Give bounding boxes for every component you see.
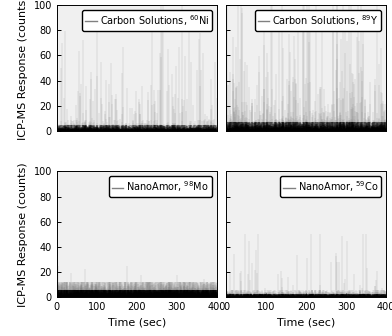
- Legend: NanoAmor, $^{59}$Co: NanoAmor, $^{59}$Co: [280, 176, 381, 197]
- Legend: NanoAmor, $^{98}$Mo: NanoAmor, $^{98}$Mo: [109, 176, 212, 197]
- X-axis label: Time (sec): Time (sec): [277, 318, 335, 328]
- Legend: Carbon Solutions, $^{89}$Y: Carbon Solutions, $^{89}$Y: [254, 10, 381, 31]
- Y-axis label: ICP-MS Response (counts): ICP-MS Response (counts): [18, 162, 28, 307]
- X-axis label: Time (sec): Time (sec): [108, 318, 166, 328]
- Y-axis label: ICP-MS Response (counts): ICP-MS Response (counts): [18, 0, 28, 140]
- Legend: Carbon Solutions, $^{60}$Ni: Carbon Solutions, $^{60}$Ni: [82, 10, 212, 31]
